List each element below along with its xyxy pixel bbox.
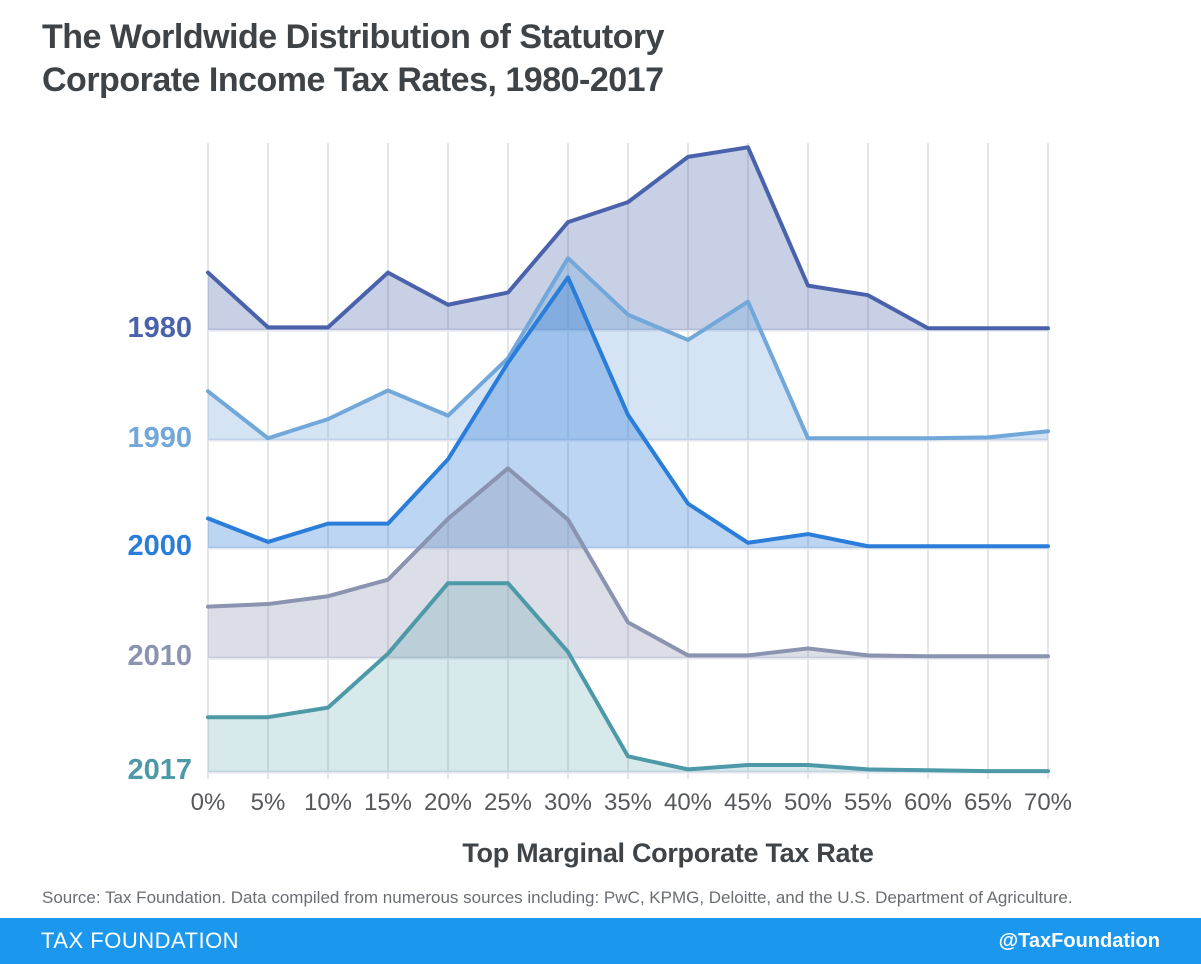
page-title-line2: Corporate Income Tax Rates, 1980-2017 xyxy=(42,61,664,99)
ridge-line-1980 xyxy=(206,145,1050,331)
x-tick-label: 65% xyxy=(964,789,1012,816)
ridge-2010 xyxy=(206,466,1050,659)
gridlines xyxy=(207,143,1049,779)
ridge-2000 xyxy=(206,275,1050,549)
source-note: Source: Tax Foundation. Data compiled fr… xyxy=(42,888,1073,907)
ridge-fill-2000 xyxy=(208,277,1048,548)
ridge-line-1990 xyxy=(206,256,1050,441)
footer-bar: TAX FOUNDATION @TaxFoundation xyxy=(0,918,1201,964)
x-tick-label: 45% xyxy=(724,789,772,816)
year-label-1990: 1990 xyxy=(127,422,192,454)
ridge-1980 xyxy=(206,145,1050,331)
ridge-fill-2010 xyxy=(208,468,1048,658)
footer-brand: TAX FOUNDATION xyxy=(41,928,240,953)
ridge-fill-1980 xyxy=(208,147,1048,330)
ridge-line-2000 xyxy=(206,275,1050,549)
ridge-line-2017 xyxy=(206,581,1050,774)
footer-twitter-handle: @TaxFoundation xyxy=(998,929,1160,952)
x-tick-label: 55% xyxy=(844,789,892,816)
x-tick-label: 15% xyxy=(364,789,412,816)
x-tick-label: 20% xyxy=(424,789,472,816)
ridge-fill-2017 xyxy=(208,583,1048,772)
ridge-2017 xyxy=(206,581,1050,774)
year-label-1980: 1980 xyxy=(127,312,192,344)
x-tick-label: 40% xyxy=(664,789,712,816)
page-title-line1: The Worldwide Distribution of Statutory xyxy=(42,18,665,56)
x-tick-label: 35% xyxy=(604,789,652,816)
ridge-fill-1990 xyxy=(208,258,1048,440)
x-tick-label: 30% xyxy=(544,789,592,816)
x-tick-label: 5% xyxy=(251,789,286,816)
ridge-1990 xyxy=(206,256,1050,441)
x-tick-label: 25% xyxy=(484,789,532,816)
x-axis-title: Top Marginal Corporate Tax Rate xyxy=(462,838,874,868)
x-tick-label: 50% xyxy=(784,789,832,816)
page-title: The Worldwide Distribution of Statutory … xyxy=(42,16,665,102)
x-tick-label: 60% xyxy=(904,789,952,816)
x-tick-labels: 0% 5% 10% 15% 20% 25% 30% 35% 40% 45% 50% 55% 60% 65%… xyxy=(191,789,1072,816)
x-tick-label: 0% xyxy=(191,789,226,816)
x-tick-label: 70% xyxy=(1024,789,1072,816)
x-tick-label: 10% xyxy=(304,789,352,816)
year-label-2000: 2000 xyxy=(127,530,192,562)
ridge-line-2010 xyxy=(206,466,1050,659)
year-label-2010: 2010 xyxy=(127,640,192,672)
year-label-2017: 2017 xyxy=(127,754,192,786)
